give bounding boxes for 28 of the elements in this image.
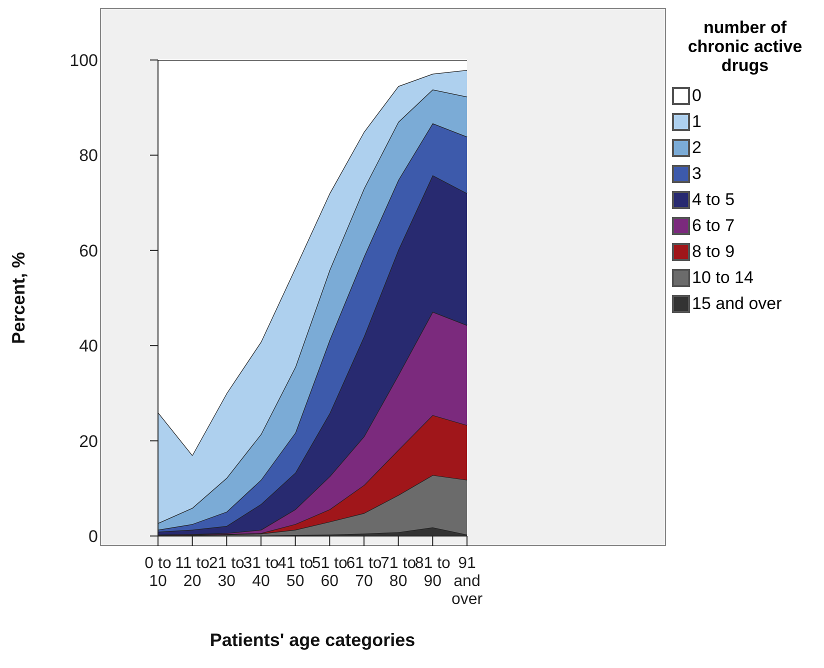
- legend-label: 15 and over: [692, 294, 782, 314]
- x-tick-label: 81 to 90: [414, 555, 451, 590]
- x-tick-label: 71 to 80: [380, 555, 416, 590]
- y-tick-label: 100: [70, 51, 98, 70]
- x-tick-label: 91 and over: [451, 555, 484, 608]
- y-tick-label: 40: [79, 336, 98, 356]
- legend-title: number of chronic active drugs: [686, 18, 804, 75]
- x-tick-label: 51 to 60: [312, 555, 348, 590]
- x-tick-label: 21 to 30: [208, 555, 245, 590]
- x-tick-label: 11 to 20: [175, 555, 210, 590]
- legend-label: 6 to 7: [692, 216, 735, 236]
- legend-label: 8 to 9: [692, 242, 735, 262]
- x-tick-label: 41 to 50: [278, 555, 314, 590]
- legend-label: 3: [692, 164, 702, 184]
- y-axis-title: Percent, %: [8, 252, 28, 344]
- legend-label: 2: [692, 138, 702, 158]
- legend-label: 10 to 14: [692, 268, 754, 288]
- x-tick-label: 31 to 40: [243, 555, 279, 590]
- y-tick-label: 0: [88, 527, 98, 546]
- x-tick-label: 0 to 10: [144, 555, 172, 590]
- x-axis-title: Patients' age categories: [210, 630, 416, 650]
- legend-label: 1: [692, 112, 702, 132]
- x-tick-label: 61 to 70: [346, 555, 382, 590]
- y-tick-label: 60: [79, 241, 98, 260]
- y-tick-label: 20: [79, 432, 98, 451]
- text: 0: [692, 86, 702, 106]
- legend-label: 4 to 5: [692, 190, 735, 210]
- y-tick-label: 80: [79, 146, 98, 166]
